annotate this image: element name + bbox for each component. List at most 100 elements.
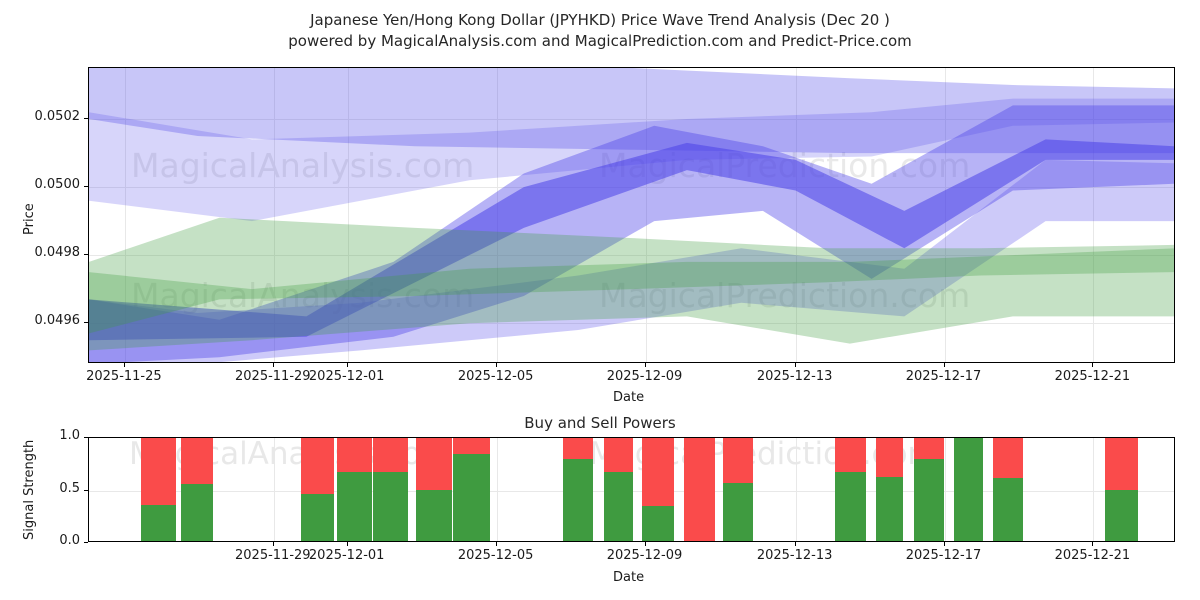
price-xaxis-label: Date [613, 390, 645, 405]
bar-segment-buy [723, 483, 754, 541]
bar-segment-sell [562, 438, 593, 460]
price-xtick-label: 2025-12-21 [1054, 369, 1131, 384]
signal-ytick-mark [84, 437, 88, 438]
gridline-vertical [645, 68, 647, 362]
bar-segment-buy [373, 471, 408, 541]
price-xtick-label: 2025-11-25 [86, 369, 162, 384]
bar-group [141, 438, 176, 541]
price-ytick-label: 0.0500 [34, 177, 81, 193]
signal-xtick-mark [346, 542, 348, 546]
wave-band-blue-upper-wide [89, 68, 1174, 154]
signal-xtick-label: 2025-12-05 [457, 548, 534, 563]
bar-segment-sell [835, 438, 866, 472]
signal-xtick-mark [943, 542, 945, 546]
price-yaxis-label: Price [22, 203, 37, 235]
bar-group [953, 438, 983, 541]
wave-band-blue-narrow-dark [89, 139, 1174, 341]
bar-group [723, 438, 754, 541]
gridline-vertical [795, 68, 797, 362]
bar-group [913, 438, 944, 541]
bar-segment-buy [181, 484, 214, 541]
bar-group [684, 438, 716, 541]
price-ytick-mark [84, 186, 88, 188]
bar-segment-sell [604, 438, 633, 472]
bar-segment-sell [141, 438, 176, 506]
gridline-vertical [944, 438, 946, 541]
price-ytick-label: 0.0502 [34, 109, 81, 124]
bar-segment-buy [953, 438, 983, 541]
bar-segment-sell [992, 438, 1023, 478]
signal-xtick-mark [1092, 542, 1094, 546]
bar-segment-buy [604, 471, 633, 541]
bar-segment-sell [876, 438, 903, 477]
wave-band-green-lower [89, 248, 1174, 351]
bar-segment-sell [181, 438, 214, 485]
bar-group [992, 438, 1023, 541]
signal-xtick-label: 2025-12-09 [606, 548, 683, 563]
bar-group [416, 438, 453, 541]
signal-chart-title: Buy and Sell Powers [524, 414, 676, 432]
price-xtick-label: 2025-12-09 [606, 369, 683, 384]
bar-segment-buy [416, 489, 453, 541]
bar-segment-buy [301, 493, 334, 541]
gridline-vertical [347, 68, 349, 362]
bar-group [604, 438, 633, 541]
price-xtick-label: 2025-12-17 [905, 369, 982, 384]
signal-xtick-label: 2025-11-29 [235, 548, 311, 563]
gridline-horizontal [89, 255, 1174, 257]
bar-segment-sell [723, 438, 754, 484]
gridline-vertical [795, 438, 797, 541]
bar-segment-sell [301, 438, 334, 494]
signal-ytick-mark [84, 542, 88, 543]
gridline-vertical [1093, 438, 1095, 541]
signal-xaxis-label: Date [613, 570, 645, 585]
bar-group [181, 438, 214, 541]
signal-xtick-mark [794, 542, 796, 546]
bar-segment-buy [913, 459, 944, 541]
bar-segment-buy [141, 505, 176, 541]
signal-xtick-mark [272, 542, 274, 546]
bar-group [373, 438, 408, 541]
signal-ytick-mark [84, 489, 88, 491]
bar-group [337, 438, 373, 541]
bar-group [301, 438, 334, 541]
price-xtick-mark [794, 363, 796, 367]
price-ytick-mark [84, 254, 88, 256]
price-chart-plot-area: MagicalAnalysis.comMagicalPrediction.com… [88, 67, 1175, 363]
price-xtick-label: 2025-11-29 [235, 369, 311, 384]
gridline-horizontal [89, 323, 1174, 325]
signal-ytick-label: 1.0 [59, 428, 80, 443]
signal-xtick-label: 2025-12-01 [308, 548, 385, 563]
bar-segment-buy [337, 471, 373, 541]
price-xtick-mark [346, 363, 348, 367]
bar-segment-sell [684, 438, 716, 541]
bar-segment-buy [642, 506, 675, 541]
bar-group [835, 438, 866, 541]
price-xtick-mark [644, 363, 646, 367]
signal-xtick-mark [644, 542, 646, 546]
price-xtick-mark [272, 363, 274, 367]
signal-xtick-mark [495, 542, 497, 546]
bar-segment-sell [373, 438, 408, 472]
signal-xtick-label: 2025-12-21 [1054, 548, 1131, 563]
signal-xtick-label: 2025-12-13 [756, 548, 833, 563]
price-xtick-mark [1092, 363, 1094, 367]
bar-group [1104, 438, 1138, 541]
bar-segment-sell [416, 438, 453, 490]
signal-xtick-label: 2025-12-17 [905, 548, 982, 563]
price-xtick-mark [943, 363, 945, 367]
signal-ytick-label: 0.0 [59, 533, 80, 548]
gridline-horizontal [89, 119, 1174, 120]
bar-segment-buy [835, 471, 866, 541]
price-ytick-label: 0.0498 [34, 245, 81, 261]
title-line-1: Japanese Yen/Hong Kong Dollar (JPYHKD) P… [310, 11, 890, 29]
bar-group [642, 438, 675, 541]
bar-group [876, 438, 903, 541]
bar-group [453, 438, 491, 541]
price-xtick-label: 2025-12-01 [308, 369, 385, 384]
price-xtick-mark [495, 363, 497, 367]
figure-title: Japanese Yen/Hong Kong Dollar (JPYHKD) P… [0, 10, 1200, 52]
bar-segment-sell [642, 438, 675, 507]
signal-chart-plot-area: MagicalAnalysis.com MagicalPrediction.com [88, 437, 1175, 542]
